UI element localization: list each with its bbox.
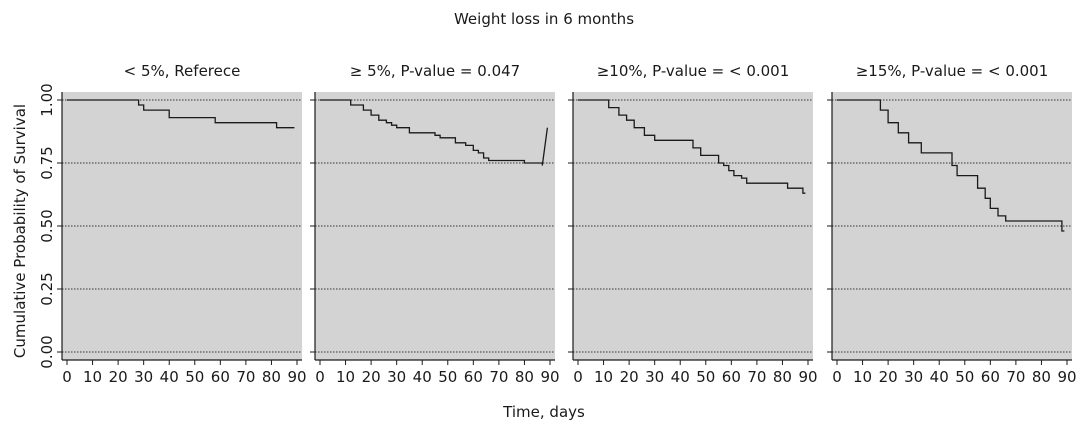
panel-1: < 5%, Referece 0 10 20 30 40 50 60 70 80 90 0.00 0.2… [38,62,307,386]
x-tick-label: 30 [134,368,153,386]
survival-curve [578,99,806,194]
x-tick-label: 90 [1057,368,1076,386]
x-tick-label: 90 [540,368,559,386]
x-tick-label: 50 [696,368,715,386]
x-tick-label: 30 [904,368,923,386]
x-tick-label: 0 [573,368,583,386]
x-tick-label: 20 [620,368,639,386]
x-tick-label: 0 [62,368,72,386]
x-tick-label: 10 [83,368,102,386]
x-tick-label: 70 [236,368,255,386]
x-tick-label: 50 [438,368,457,386]
x-tick-label: 90 [287,368,306,386]
panel-label: ≥ 5%, P-value = 0.047 [350,62,520,80]
x-tick-label: 0 [315,368,325,386]
x-tick-label: 80 [262,368,281,386]
x-tick-label: 10 [853,368,872,386]
x-tick-label: 50 [955,368,974,386]
x-tick-label: 40 [930,368,949,386]
x-tick-label: 70 [1006,368,1025,386]
x-tick-label: 30 [645,368,664,386]
panel-3: ≥10%, P-value = < 0.001 0 10 20 30 40 50 60 70 80… [568,62,818,386]
panel-4: ≥15%, P-value = < 0.001 0 10 20 30 40 50 60 70 80… [827,62,1077,386]
x-tick-label: 0 [832,368,842,386]
y-tick-label: 0.75 [38,146,56,179]
chart-title: Weight loss in 6 months [454,10,634,28]
x-tick-label: 40 [160,368,179,386]
y-axis-label: Cumulative Probability of Survival [11,104,29,358]
panel-2: ≥ 5%, P-value = 0.047 0 10 20 30 40 50 60 70 80 90 [310,62,560,386]
x-tick-label: 80 [773,368,792,386]
survival-curve [67,99,295,129]
y-tick-label: 1.00 [38,83,56,116]
survival-curve [837,99,1065,232]
survival-curve [320,99,549,166]
y-tick-label: 0.00 [38,335,56,368]
x-tick-label: 70 [489,368,508,386]
x-tick-label: 30 [387,368,406,386]
y-tick-label: 0.50 [38,209,56,242]
x-tick-label: 60 [464,368,483,386]
x-tick-label: 40 [671,368,690,386]
x-tick-label: 80 [515,368,534,386]
panel-label: < 5%, Referece [124,62,241,80]
x-tick-label: 10 [594,368,613,386]
x-tick-label: 10 [336,368,355,386]
x-tick-label: 60 [211,368,230,386]
panel-label: ≥15%, P-value = < 0.001 [856,62,1049,80]
y-tick-label: 0.25 [38,272,56,305]
x-tick-label: 20 [109,368,128,386]
x-tick-label: 50 [185,368,204,386]
x-tick-label: 20 [362,368,381,386]
x-tick-label: 70 [747,368,766,386]
panel-label: ≥10%, P-value = < 0.001 [597,62,790,80]
x-tick-label: 60 [722,368,741,386]
x-tick-label: 20 [879,368,898,386]
x-axis-label: Time, days [502,403,585,421]
x-tick-label: 40 [413,368,432,386]
x-tick-label: 90 [798,368,817,386]
x-tick-label: 60 [981,368,1000,386]
x-tick-label: 80 [1032,368,1051,386]
